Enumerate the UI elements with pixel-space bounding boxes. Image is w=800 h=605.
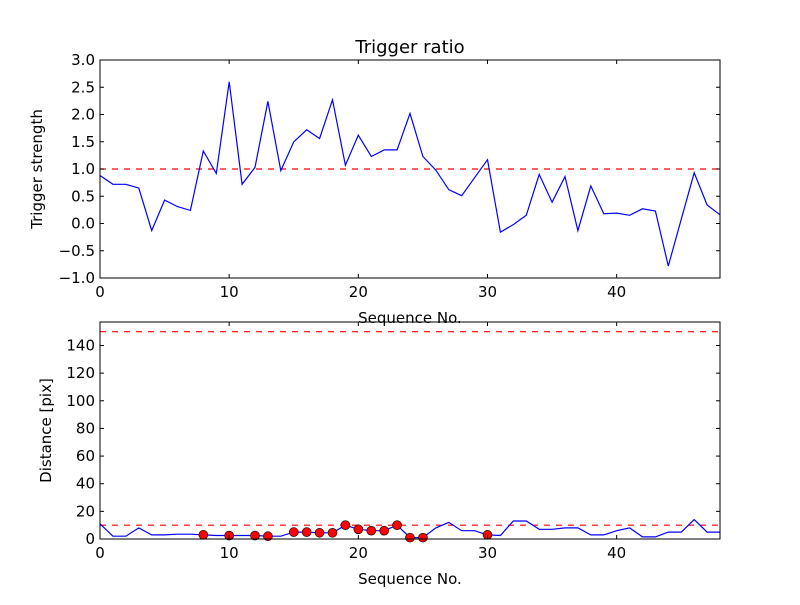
- data-point-marker: [263, 531, 273, 542]
- y-tick-label: 40: [76, 475, 95, 493]
- y-tick-label: −1.0: [59, 269, 95, 287]
- data-point-marker: [353, 524, 364, 535]
- data-point-marker: [314, 527, 325, 538]
- y-tick-label: 100: [66, 392, 95, 410]
- x-tick-label: 30: [478, 283, 497, 301]
- y-tick-label: 2.5: [71, 78, 95, 96]
- data-point-marker: [301, 527, 312, 537]
- y-axis-label: Distance [pix]: [37, 378, 55, 483]
- subplot-1: 0 10 20 30 40 −1.0 −0.5 0.0 0.5 1.0 1.5 2.0 2.5 3.0 Tr…: [28, 37, 721, 327]
- y-tick-label: 20: [76, 502, 95, 520]
- y-tick-label: 120: [66, 364, 95, 382]
- y-axis-label: Trigger strength: [28, 109, 46, 230]
- y-tick-label: 0.0: [71, 215, 95, 233]
- data-point-marker: [405, 532, 415, 543]
- x-tick-label: 40: [607, 544, 626, 562]
- x-tick-label: 20: [349, 283, 368, 301]
- data-point-marker: [418, 532, 428, 543]
- data-point-marker: [366, 525, 377, 536]
- x-tick-label: 20: [349, 544, 368, 562]
- data-point-marker: [198, 530, 209, 540]
- chart-title: Trigger ratio: [354, 37, 464, 58]
- axes-frame: [99, 321, 721, 540]
- x-tick-label: 10: [220, 283, 239, 301]
- x-axis-label: Sequence No.: [358, 309, 462, 327]
- data-point-marker: [250, 530, 260, 541]
- y-tick-label: 0.5: [71, 187, 95, 205]
- x-axis-label: Sequence No.: [358, 570, 462, 588]
- data-point-marker: [379, 525, 389, 536]
- y-tick-label: −0.5: [59, 242, 95, 260]
- y-tick-label: 0: [85, 530, 95, 548]
- y-tick-label: 140: [66, 336, 95, 354]
- x-tick-label: 30: [478, 544, 497, 562]
- data-point-marker: [340, 520, 351, 530]
- x-tick-label: 0: [95, 544, 105, 562]
- y-tick-label: 2.0: [71, 106, 95, 124]
- data-point-marker: [327, 527, 338, 538]
- y-tick-label: 60: [76, 447, 95, 465]
- x-tick-label: 40: [607, 283, 626, 301]
- x-tick-label: 10: [220, 544, 239, 562]
- y-tick-label: 80: [76, 419, 95, 437]
- x-tick-label: 0: [95, 283, 105, 301]
- y-tick-label: 3.0: [71, 51, 95, 69]
- data-point-marker: [392, 520, 402, 530]
- subplot-2: 0 10 20 30 40 0 20 40 60 80 100 120 140 Sequence No. D…: [37, 321, 721, 588]
- y-tick-label: 1.0: [71, 160, 95, 178]
- data-point-marker: [288, 527, 299, 537]
- y-tick-label: 1.5: [71, 133, 95, 151]
- axes-frame: [99, 59, 721, 279]
- series-line: [99, 81, 721, 267]
